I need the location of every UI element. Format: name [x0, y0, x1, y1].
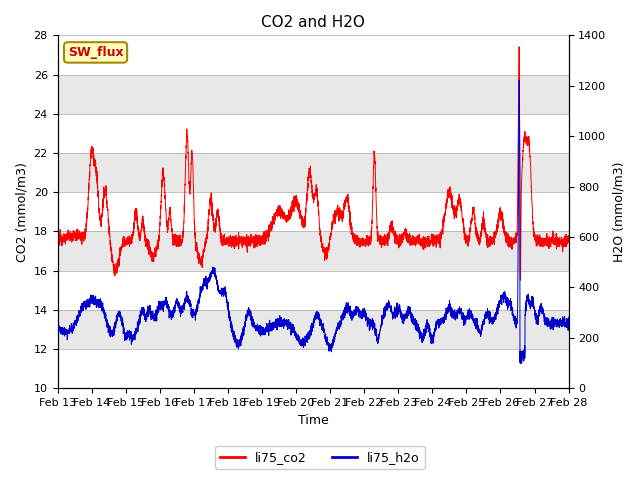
X-axis label: Time: Time: [298, 414, 328, 427]
Bar: [58, 271, 568, 310]
Bar: [58, 192, 568, 231]
Y-axis label: CO2 (mmol/m3): CO2 (mmol/m3): [15, 162, 28, 262]
Text: SW_flux: SW_flux: [68, 46, 124, 59]
Bar: [58, 36, 568, 74]
Bar: [58, 349, 568, 388]
Legend: li75_co2, li75_h2o: li75_co2, li75_h2o: [215, 446, 425, 469]
Title: CO2 and H2O: CO2 and H2O: [261, 15, 365, 30]
Bar: [58, 114, 568, 153]
Bar: [58, 74, 568, 114]
Bar: [58, 153, 568, 192]
Bar: [58, 231, 568, 271]
Bar: [58, 310, 568, 349]
Y-axis label: H2O (mmol/m3): H2O (mmol/m3): [612, 162, 625, 262]
